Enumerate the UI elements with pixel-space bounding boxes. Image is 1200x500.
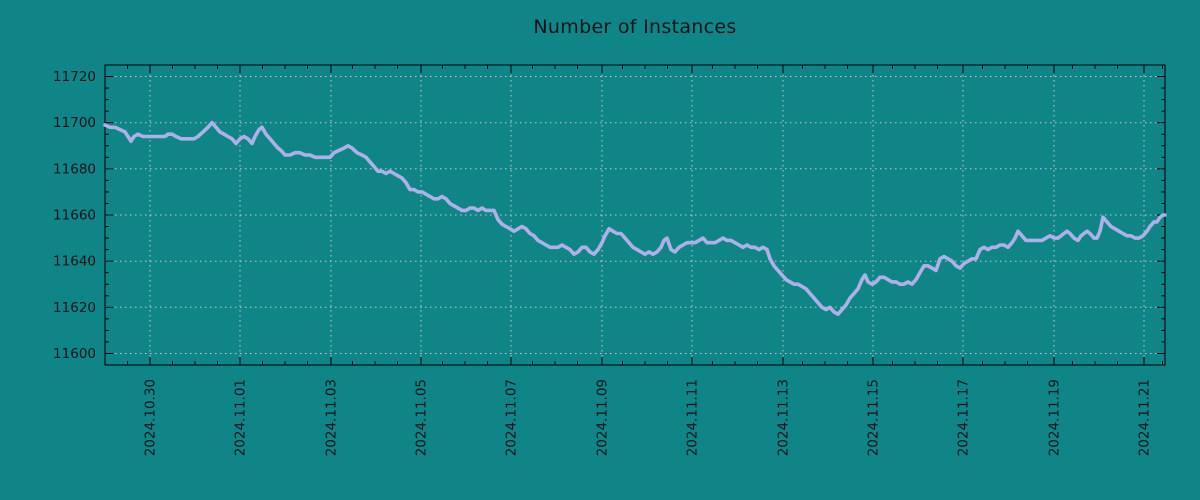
- y-tick-label: 11700: [53, 115, 96, 131]
- axis-labels: 2024.10.30 2024.11.01 2024.11.03 2024.11.05…: [53, 69, 1152, 456]
- y-tick-label: 11680: [53, 161, 96, 177]
- x-tick-label: 2024.11.21: [1137, 379, 1153, 456]
- x-tick-label: 2024.11.03: [324, 379, 340, 456]
- x-tick-label: 2024.11.07: [504, 379, 520, 456]
- x-tick-label: 2024.11.11: [685, 379, 701, 456]
- y-tick-label: 11620: [53, 300, 96, 316]
- x-tick-label: 2024.11.05: [414, 379, 430, 456]
- x-tick-label: 2024.11.01: [233, 379, 249, 456]
- page-title: Number of Instances: [533, 16, 737, 38]
- instances-line: [103, 120, 1167, 317]
- x-tick-label: 2024.10.30: [143, 379, 159, 456]
- y-tick-label: 11600: [53, 346, 96, 362]
- grid-lines: [105, 65, 1165, 365]
- x-tick-label: 2024.11.19: [1047, 379, 1063, 456]
- x-tick-label: 2024.11.17: [956, 379, 972, 456]
- y-tick-label: 11660: [53, 208, 96, 224]
- axis-ticks: [105, 65, 1165, 365]
- y-tick-label: 11720: [53, 69, 96, 85]
- x-tick-label: 2024.11.15: [866, 379, 882, 456]
- x-tick-label: 2024.11.09: [595, 379, 611, 456]
- y-tick-label: 11640: [53, 254, 96, 270]
- x-tick-label: 2024.11.13: [776, 379, 792, 456]
